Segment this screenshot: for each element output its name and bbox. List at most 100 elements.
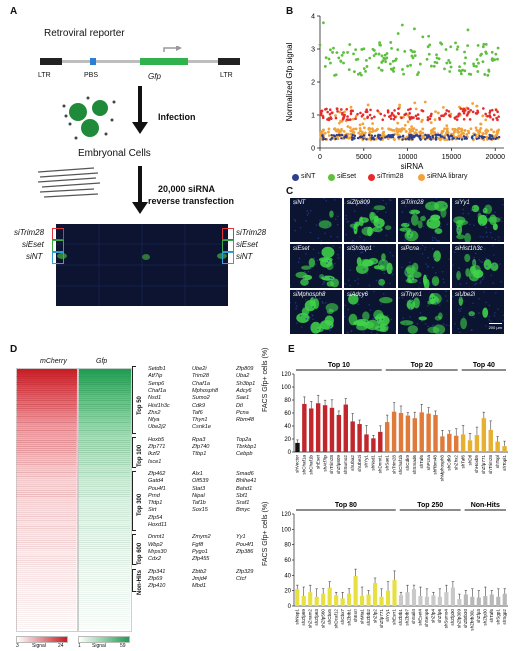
point-eset	[360, 73, 363, 77]
heat-row-mcherry	[16, 546, 76, 547]
point-eset	[445, 61, 449, 65]
point-library	[471, 102, 475, 105]
group-label: Non-Hits	[471, 502, 500, 509]
bar	[476, 597, 481, 606]
point-library	[413, 101, 417, 105]
bar	[444, 592, 449, 606]
nucleus-dot	[306, 210, 309, 212]
nucleus-dot	[475, 282, 478, 285]
point-trim28	[492, 113, 496, 117]
point-trim28	[484, 112, 487, 116]
micrograph-tile: siSh3bp1	[344, 244, 396, 288]
point-library	[479, 122, 483, 126]
point-trim28	[409, 107, 412, 111]
plate-mosaic	[56, 224, 228, 306]
gfp-cluster	[378, 278, 386, 286]
y-tick-label: 80	[284, 398, 291, 404]
bar	[378, 431, 383, 452]
gfp-cluster	[348, 293, 359, 305]
heat-row-mcherry	[16, 554, 76, 555]
point-nt	[370, 134, 374, 137]
point-library	[368, 127, 372, 131]
heat-row-mcherry	[16, 410, 76, 411]
nucleus-dot	[370, 331, 373, 333]
point-library	[469, 127, 473, 131]
point-trim28	[390, 111, 394, 115]
scale-mcherry-label: Signal	[32, 643, 46, 649]
nucleus-dot	[411, 198, 414, 200]
point-trim28	[376, 109, 379, 112]
nucleus-dot	[478, 297, 480, 300]
bar-chart-bottom: 0 20 40 60 80 100 120 Top 80 shNsp1 shZfp69 shZnam…	[282, 502, 508, 631]
bar	[470, 596, 475, 606]
nucleus-dot	[494, 211, 496, 214]
heat-row-mcherry	[16, 538, 76, 539]
point-library	[358, 123, 362, 127]
point-library	[495, 129, 499, 133]
gene-name: Zfp54	[148, 514, 163, 521]
point-library	[371, 127, 374, 131]
nucleus-dot	[344, 283, 346, 285]
nucleus-dot	[373, 290, 375, 293]
nucleus-dot	[328, 327, 331, 330]
heat-row-gfp	[78, 608, 130, 609]
nucleus-dot	[347, 333, 349, 334]
gfp-label: Gfp	[148, 72, 161, 81]
nucleus-dot	[409, 261, 411, 264]
nucleus-dot	[426, 274, 428, 277]
bar-label: shAtf7ip	[322, 455, 327, 472]
point-library	[348, 136, 352, 140]
gfp-cluster	[482, 207, 488, 214]
point-library	[327, 134, 331, 137]
point-library	[475, 104, 479, 108]
heat-row-gfp	[78, 612, 130, 613]
heat-row-mcherry	[16, 564, 76, 565]
point-eset	[379, 43, 382, 47]
heat-row-gfp	[78, 528, 130, 529]
point-library	[402, 115, 405, 119]
heat-row-gfp	[78, 592, 130, 593]
nucleus-dot	[318, 276, 321, 278]
y-tick-label: 20	[284, 589, 291, 595]
point-eset	[390, 46, 393, 50]
nucleus-dot	[416, 323, 419, 325]
bar	[366, 594, 371, 606]
heat-row-gfp	[78, 554, 130, 555]
nucleus-dot	[401, 266, 403, 269]
nucleus-dot	[457, 308, 460, 311]
scale-mcherry-max: 24	[58, 643, 64, 649]
point-eset	[364, 58, 368, 62]
heat-row-gfp	[78, 402, 130, 403]
gene-name: Csnk1e	[192, 424, 211, 431]
gfp-cluster	[318, 220, 332, 229]
heat-row-mcherry	[16, 444, 76, 445]
heat-row-mcherry	[16, 526, 76, 527]
gfp-cluster	[381, 253, 386, 261]
nucleus-dot	[357, 278, 359, 280]
heat-row-gfp	[78, 536, 130, 537]
heat-row-mcherry	[16, 370, 76, 371]
gfp-cluster	[483, 259, 492, 271]
heat-row-gfp	[78, 550, 130, 551]
nucleus-dot	[350, 245, 353, 248]
bar	[322, 405, 328, 452]
point-eset	[391, 68, 394, 72]
heat-row-mcherry	[16, 496, 76, 497]
gene-name: Rpa3	[192, 436, 206, 443]
point-eset	[413, 54, 417, 58]
point-library	[338, 130, 342, 134]
heat-row-mcherry	[16, 604, 76, 605]
nucleus-dot	[426, 325, 429, 328]
heat-row-gfp	[78, 510, 130, 511]
nucleus-dot	[480, 280, 482, 283]
nucleus-dot	[484, 248, 486, 250]
gfp-cluster	[308, 257, 316, 268]
point-library	[319, 132, 322, 136]
point-library	[352, 130, 356, 134]
nucleus-dot	[354, 229, 357, 232]
heat-row-mcherry	[16, 472, 76, 473]
heat-row-mcherry	[16, 512, 76, 513]
heat-row-gfp	[78, 604, 130, 605]
heat-row-gfp	[78, 426, 130, 427]
nt-box-left	[52, 252, 64, 264]
